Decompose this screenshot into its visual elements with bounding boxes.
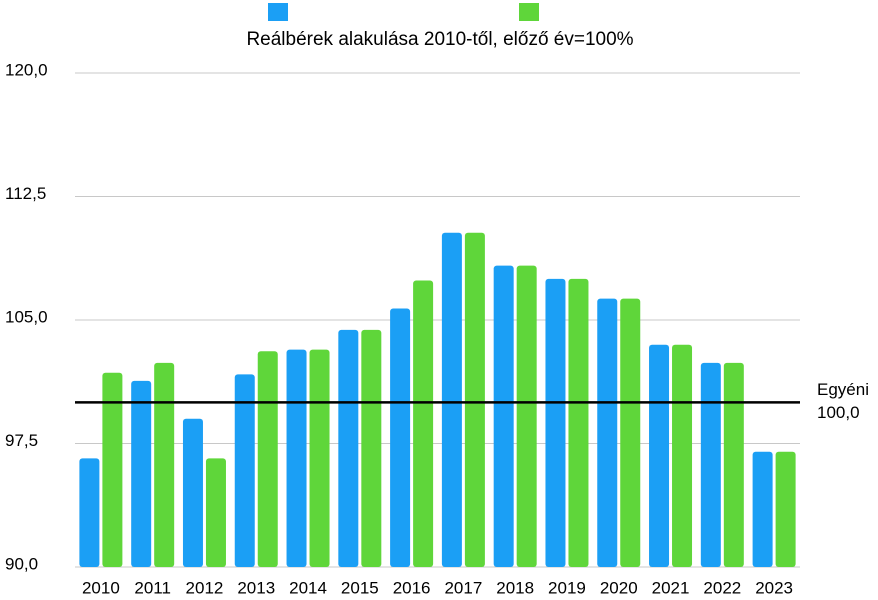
bar bbox=[309, 349, 330, 567]
bar bbox=[79, 458, 100, 567]
bar bbox=[493, 265, 514, 567]
x-tick-label: 2017 bbox=[444, 578, 482, 597]
bar bbox=[390, 308, 411, 567]
bar bbox=[102, 372, 123, 567]
bar bbox=[775, 451, 796, 567]
bar bbox=[413, 280, 434, 567]
bar bbox=[700, 362, 721, 567]
bar bbox=[620, 298, 641, 567]
x-tick-label: 2020 bbox=[600, 578, 638, 597]
x-tick-label: 2023 bbox=[755, 578, 793, 597]
x-tick-label: 2011 bbox=[134, 578, 171, 597]
bar bbox=[568, 278, 589, 567]
bar bbox=[286, 349, 307, 567]
bar bbox=[723, 362, 744, 567]
x-tick-label: 2022 bbox=[703, 578, 741, 597]
legend-swatch bbox=[519, 3, 539, 21]
bar bbox=[752, 451, 773, 567]
bar bbox=[182, 418, 203, 567]
bar bbox=[516, 265, 537, 567]
y-tick-label: 120,0 bbox=[5, 60, 48, 79]
bar bbox=[464, 232, 485, 567]
x-tick-label: 2014 bbox=[289, 578, 327, 597]
chart-title: Reálbérek alakulása 2010-től, előző év=1… bbox=[246, 29, 633, 50]
x-tick-label: 2018 bbox=[496, 578, 534, 597]
x-tick-label: 2021 bbox=[652, 578, 690, 597]
y-tick-label: 90,0 bbox=[5, 554, 38, 573]
bar bbox=[597, 298, 618, 567]
bar bbox=[257, 351, 278, 567]
y-tick-label: 105,0 bbox=[5, 307, 48, 326]
bar bbox=[154, 362, 175, 567]
y-tick-label: 97,5 bbox=[5, 431, 38, 450]
x-tick-label: 2010 bbox=[82, 578, 120, 597]
legend-swatch bbox=[268, 3, 288, 21]
bar bbox=[205, 458, 226, 567]
x-tick-label: 2016 bbox=[393, 578, 431, 597]
x-tick-label: 2013 bbox=[237, 578, 275, 597]
x-tick-label: 2015 bbox=[341, 578, 379, 597]
bar bbox=[361, 329, 382, 567]
reference-label: Egyéni bbox=[817, 380, 869, 399]
y-tick-label: 112,5 bbox=[5, 184, 46, 203]
bar bbox=[131, 380, 152, 567]
x-tick-label: 2019 bbox=[548, 578, 586, 597]
reference-value-label: 100,0 bbox=[817, 403, 860, 422]
bar bbox=[338, 329, 359, 567]
bar bbox=[441, 232, 462, 567]
x-tick-label: 2012 bbox=[186, 578, 224, 597]
bar bbox=[672, 344, 693, 567]
bar bbox=[649, 344, 670, 567]
bar bbox=[234, 374, 255, 567]
bar bbox=[545, 278, 566, 567]
